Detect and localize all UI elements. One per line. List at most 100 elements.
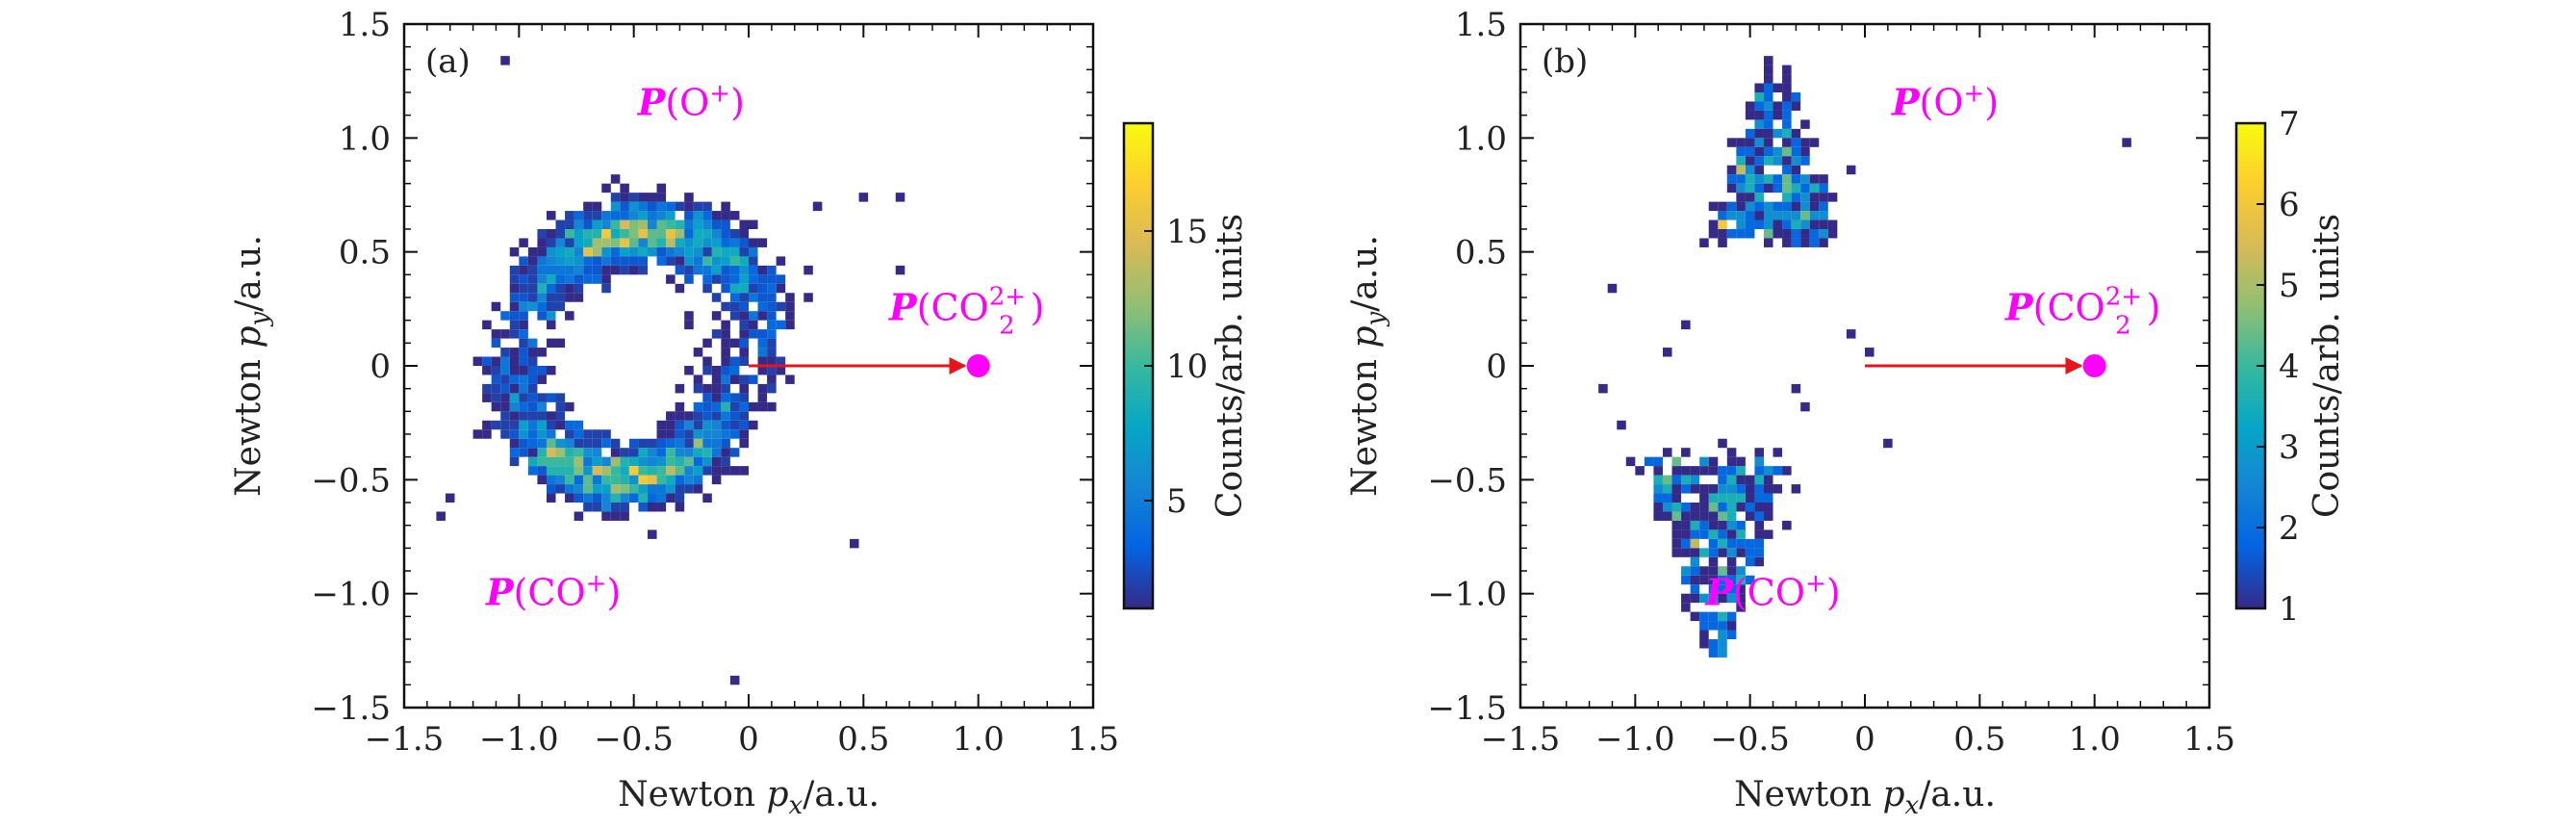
heatmap-cell (527, 256, 538, 266)
heatmap-cell (555, 293, 566, 302)
heatmap-cell (757, 366, 768, 375)
heatmap-cell (1690, 556, 1700, 567)
heatmap-cell (592, 256, 602, 266)
heatmap-cell (574, 511, 584, 521)
heatmap-cell (628, 484, 639, 494)
heatmap-cell (1745, 110, 1755, 120)
heatmap-cell (574, 293, 584, 302)
heatmap-cell (527, 411, 538, 421)
colorbar-ticks-b: 1 2 3 4 5 6 7 (2257, 105, 2300, 629)
heatmap-cell (711, 438, 722, 449)
heatmap-cell (684, 229, 694, 239)
heatmap-cell (537, 448, 547, 457)
annotation-o-plus-b: P(O+) (1891, 80, 1999, 124)
heatmap-cell (527, 466, 538, 476)
heatmap-cell (1736, 229, 1746, 239)
heatmap-cell (702, 456, 712, 467)
heatmap-cell (500, 348, 510, 357)
heatmap-cell (509, 283, 520, 294)
heatmap-cell (1800, 401, 1810, 412)
heatmap-cell (749, 283, 758, 294)
heatmap-cell (1690, 566, 1700, 576)
heatmap-cell (1681, 529, 1691, 539)
heatmap-cell (757, 383, 768, 394)
heatmap-cell (1690, 503, 1700, 512)
heatmap-cell (620, 201, 629, 212)
heatmap-cell (509, 320, 520, 330)
heatmap-cell (1662, 493, 1672, 503)
heatmap-cell (1726, 538, 1737, 549)
heatmap-cell (620, 484, 629, 494)
heatmap-cell (628, 201, 639, 212)
heatmap-cell (1745, 229, 1755, 239)
heatmap-cell (1699, 484, 1709, 494)
heatmap-cell (675, 201, 685, 212)
heatmap-cell (610, 511, 621, 521)
heatmap-cell (1718, 466, 1727, 476)
heatmap-cell (491, 356, 501, 366)
heatmap-cell (509, 348, 520, 357)
x-tick-label: 0 (738, 720, 759, 759)
heatmap-cell (1791, 92, 1801, 102)
heatmap-cell (482, 393, 492, 402)
heatmap-cell (1791, 174, 1801, 184)
heatmap-cell (711, 311, 722, 321)
heatmap-cell (1763, 56, 1773, 65)
heatmap-cell (1800, 119, 1810, 129)
heatmap-cell (1708, 511, 1719, 521)
heatmap-cell (1736, 484, 1746, 494)
heatmap-cell (601, 493, 611, 503)
heatmap-cell (565, 484, 574, 494)
heatmap-cell (693, 219, 703, 229)
heatmap-cell (1699, 503, 1709, 512)
heatmap-cell (739, 329, 749, 339)
heatmap-cell (1708, 229, 1719, 239)
heatmap-cell (767, 338, 777, 348)
heatmap-cell (519, 374, 528, 384)
heatmap-cell (509, 293, 520, 302)
heatmap-cell (666, 274, 676, 284)
heatmap-cell (693, 265, 703, 275)
heatmap-cell (739, 383, 749, 394)
heatmap-cell (1782, 138, 1792, 147)
heatmap-cell (628, 456, 639, 467)
heatmap-cell (721, 393, 730, 402)
heatmap-cell (693, 348, 703, 357)
heatmap-cell (757, 265, 768, 275)
heatmap-cell (1718, 484, 1727, 494)
heatmap-cell (583, 229, 593, 239)
y-tick-label: 0 (1486, 348, 1507, 386)
heatmap-cell (702, 238, 712, 247)
heatmap-cell (749, 401, 758, 412)
heatmap-cell (628, 448, 639, 457)
y-axis-label-a: Newton py/a.u. (229, 235, 274, 497)
heatmap-cell (574, 219, 584, 229)
heatmap-cell (1718, 520, 1727, 530)
heatmap-cell (666, 429, 676, 439)
heatmap-cell (574, 283, 584, 294)
heatmap-cell (721, 256, 730, 266)
heatmap-cell (684, 256, 694, 266)
heatmap-cell (1763, 83, 1773, 92)
heatmap-cell (1644, 456, 1654, 467)
heatmap-cell (1782, 146, 1792, 157)
heatmap-cell (519, 401, 528, 412)
heatmap-cell (565, 456, 574, 467)
heatmap-cell (776, 301, 786, 312)
heatmap-cell (1754, 83, 1764, 92)
heatmap-cell (666, 201, 676, 212)
heatmap-cell (601, 238, 611, 247)
heatmap-cell (555, 466, 566, 476)
heatmap-cell (472, 429, 483, 439)
heatmap-cell (749, 265, 758, 275)
heatmap-cell (610, 475, 621, 485)
heatmap-cell (1726, 503, 1737, 512)
heatmap-cell (620, 193, 629, 202)
heatmap-cell (757, 301, 768, 312)
heatmap-cell (574, 456, 584, 467)
heatmap-cell (785, 320, 795, 330)
heatmap-cell (628, 256, 639, 266)
heatmap-cell (491, 366, 501, 375)
heatmap-cell (555, 484, 566, 494)
heatmap-cell (693, 256, 703, 266)
